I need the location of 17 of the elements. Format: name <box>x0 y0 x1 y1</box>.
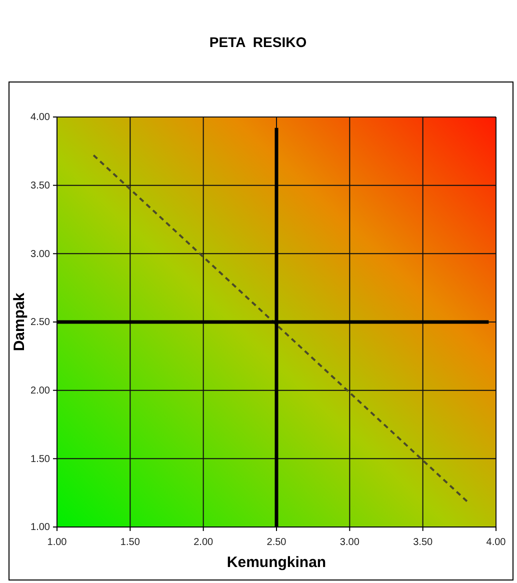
chart-title: PETA RESIKO <box>209 34 307 50</box>
x-tick-label: 4.00 <box>486 537 506 548</box>
y-tick-label: 3.00 <box>30 248 50 260</box>
x-tick-label: 3.50 <box>413 537 433 548</box>
y-tick-label: 2.50 <box>30 317 50 328</box>
x-tick-label: 1.00 <box>47 537 68 548</box>
y-tick-label: 3.50 <box>30 180 50 192</box>
y-tick-label: 1.00 <box>30 522 50 534</box>
y-axis-title: Dampak <box>11 292 28 352</box>
x-tick-label: 1.50 <box>120 537 140 548</box>
x-tick-label: 2.00 <box>194 537 214 548</box>
x-tick-label: 2.50 <box>266 537 287 548</box>
y-tick-label: 2.00 <box>30 386 50 397</box>
x-axis-title: Kemungkinan <box>226 554 326 571</box>
x-tick-label: 3.00 <box>340 537 360 548</box>
y-tick-label: 4.00 <box>30 112 50 124</box>
y-tick-label: 1.50 <box>30 454 50 465</box>
